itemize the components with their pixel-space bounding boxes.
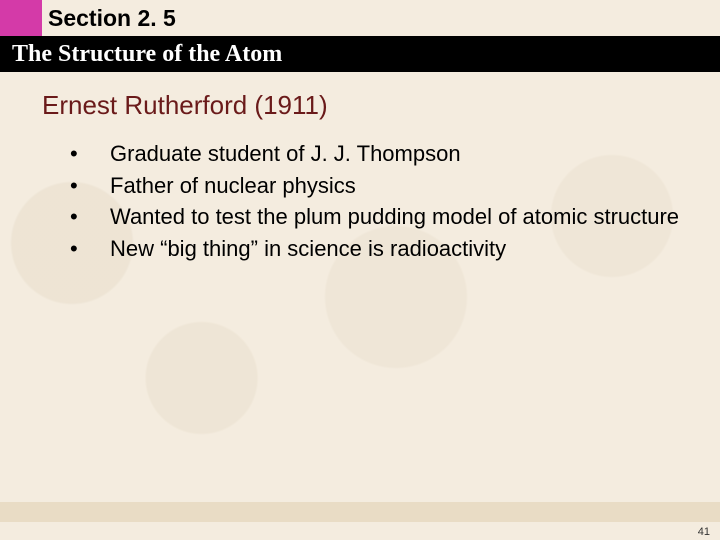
slide-heading: Ernest Rutherford (1911) <box>42 90 690 121</box>
section-bar: Section 2. 5 <box>0 0 720 36</box>
list-item: Father of nuclear physics <box>70 171 690 201</box>
title-bar: The Structure of the Atom <box>0 36 720 72</box>
title-text: The Structure of the Atom <box>12 41 282 68</box>
bullet-list: Graduate student of J. J. Thompson Fathe… <box>42 139 690 264</box>
list-item: New “big thing” in science is radioactiv… <box>70 234 690 264</box>
list-item: Graduate student of J. J. Thompson <box>70 139 690 169</box>
accent-block <box>0 0 42 36</box>
page-number: 41 <box>698 526 710 538</box>
footer-band <box>0 502 720 522</box>
content-area: Ernest Rutherford (1911) Graduate studen… <box>0 72 720 264</box>
list-item: Wanted to test the plum pudding model of… <box>70 202 690 232</box>
section-label: Section 2. 5 <box>42 0 720 36</box>
